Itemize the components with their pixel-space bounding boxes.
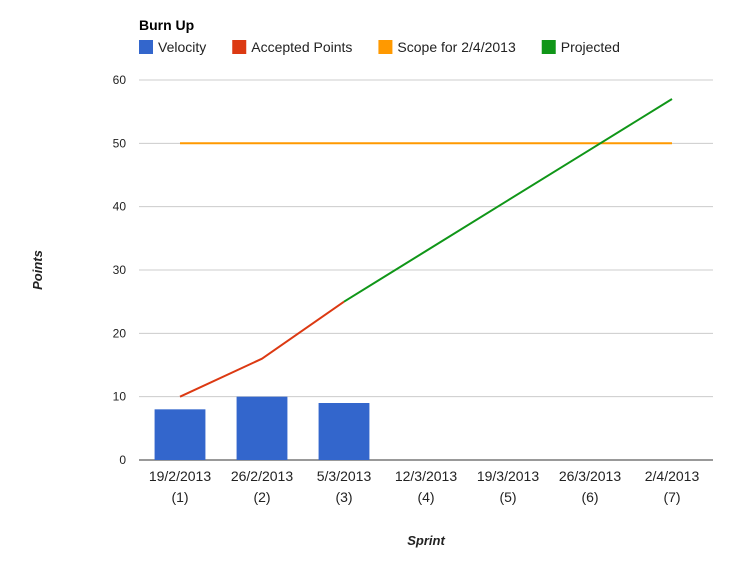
y-tick-label: 30 xyxy=(113,263,127,277)
velocity-legend-label: Velocity xyxy=(158,39,206,55)
scope-for-2-4-2013-legend-swatch xyxy=(378,40,393,54)
projected-line xyxy=(343,98,673,303)
projected-legend-label: Projected xyxy=(561,39,620,55)
legend: Velocity Accepted Points Scope for 2/4/201… xyxy=(139,39,620,55)
velocity-bar xyxy=(318,403,370,460)
y-tick-label: 60 xyxy=(113,73,127,87)
chart-title: Burn Up xyxy=(139,17,194,33)
y-axis-title: Points xyxy=(30,250,45,290)
y-tick-label: 20 xyxy=(113,326,127,340)
line-series xyxy=(179,98,673,398)
y-tick-label: 10 xyxy=(113,390,127,404)
x-tick-date-label: 19/2/2013 xyxy=(149,468,211,484)
x-tick-sprint-label: (1) xyxy=(171,489,188,505)
velocity-bar xyxy=(154,409,206,460)
grid xyxy=(139,79,713,461)
velocity-bars xyxy=(154,396,370,460)
x-tick-date-label: 19/3/2013 xyxy=(477,468,539,484)
x-tick-sprint-label: (2) xyxy=(253,489,270,505)
accepted-points-line xyxy=(179,300,345,398)
y-tick-label: 40 xyxy=(113,200,127,214)
x-tick-date-label: 12/3/2013 xyxy=(395,468,457,484)
x-axis-ticks: 19/2/2013 (1) 26/2/2013 (2) 5/3/2013 (3) 12/3/… xyxy=(149,468,700,505)
x-tick-sprint-label: (5) xyxy=(499,489,516,505)
y-tick-label: 50 xyxy=(113,136,127,150)
x-tick-sprint-label: (3) xyxy=(335,489,352,505)
projected-legend-swatch xyxy=(541,40,556,54)
x-tick-date-label: 2/4/2013 xyxy=(645,468,700,484)
y-axis-ticks: 0 10 20 30 40 50 60 xyxy=(113,73,127,467)
y-tick-label: 0 xyxy=(119,453,126,467)
scope-for-2-4-2013-legend-label: Scope for 2/4/2013 xyxy=(397,39,516,55)
accepted-points-legend-swatch xyxy=(232,40,247,54)
x-tick-sprint-label: (7) xyxy=(663,489,680,505)
velocity-bar xyxy=(236,396,288,460)
x-tick-date-label: 26/3/2013 xyxy=(559,468,621,484)
x-tick-date-label: 26/2/2013 xyxy=(231,468,293,484)
x-tick-sprint-label: (4) xyxy=(417,489,434,505)
x-tick-date-label: 5/3/2013 xyxy=(317,468,372,484)
accepted-points-legend-label: Accepted Points xyxy=(251,39,352,55)
x-tick-sprint-label: (6) xyxy=(581,489,598,505)
velocity-legend-swatch xyxy=(139,40,153,54)
x-axis-title: Sprint xyxy=(407,533,445,548)
